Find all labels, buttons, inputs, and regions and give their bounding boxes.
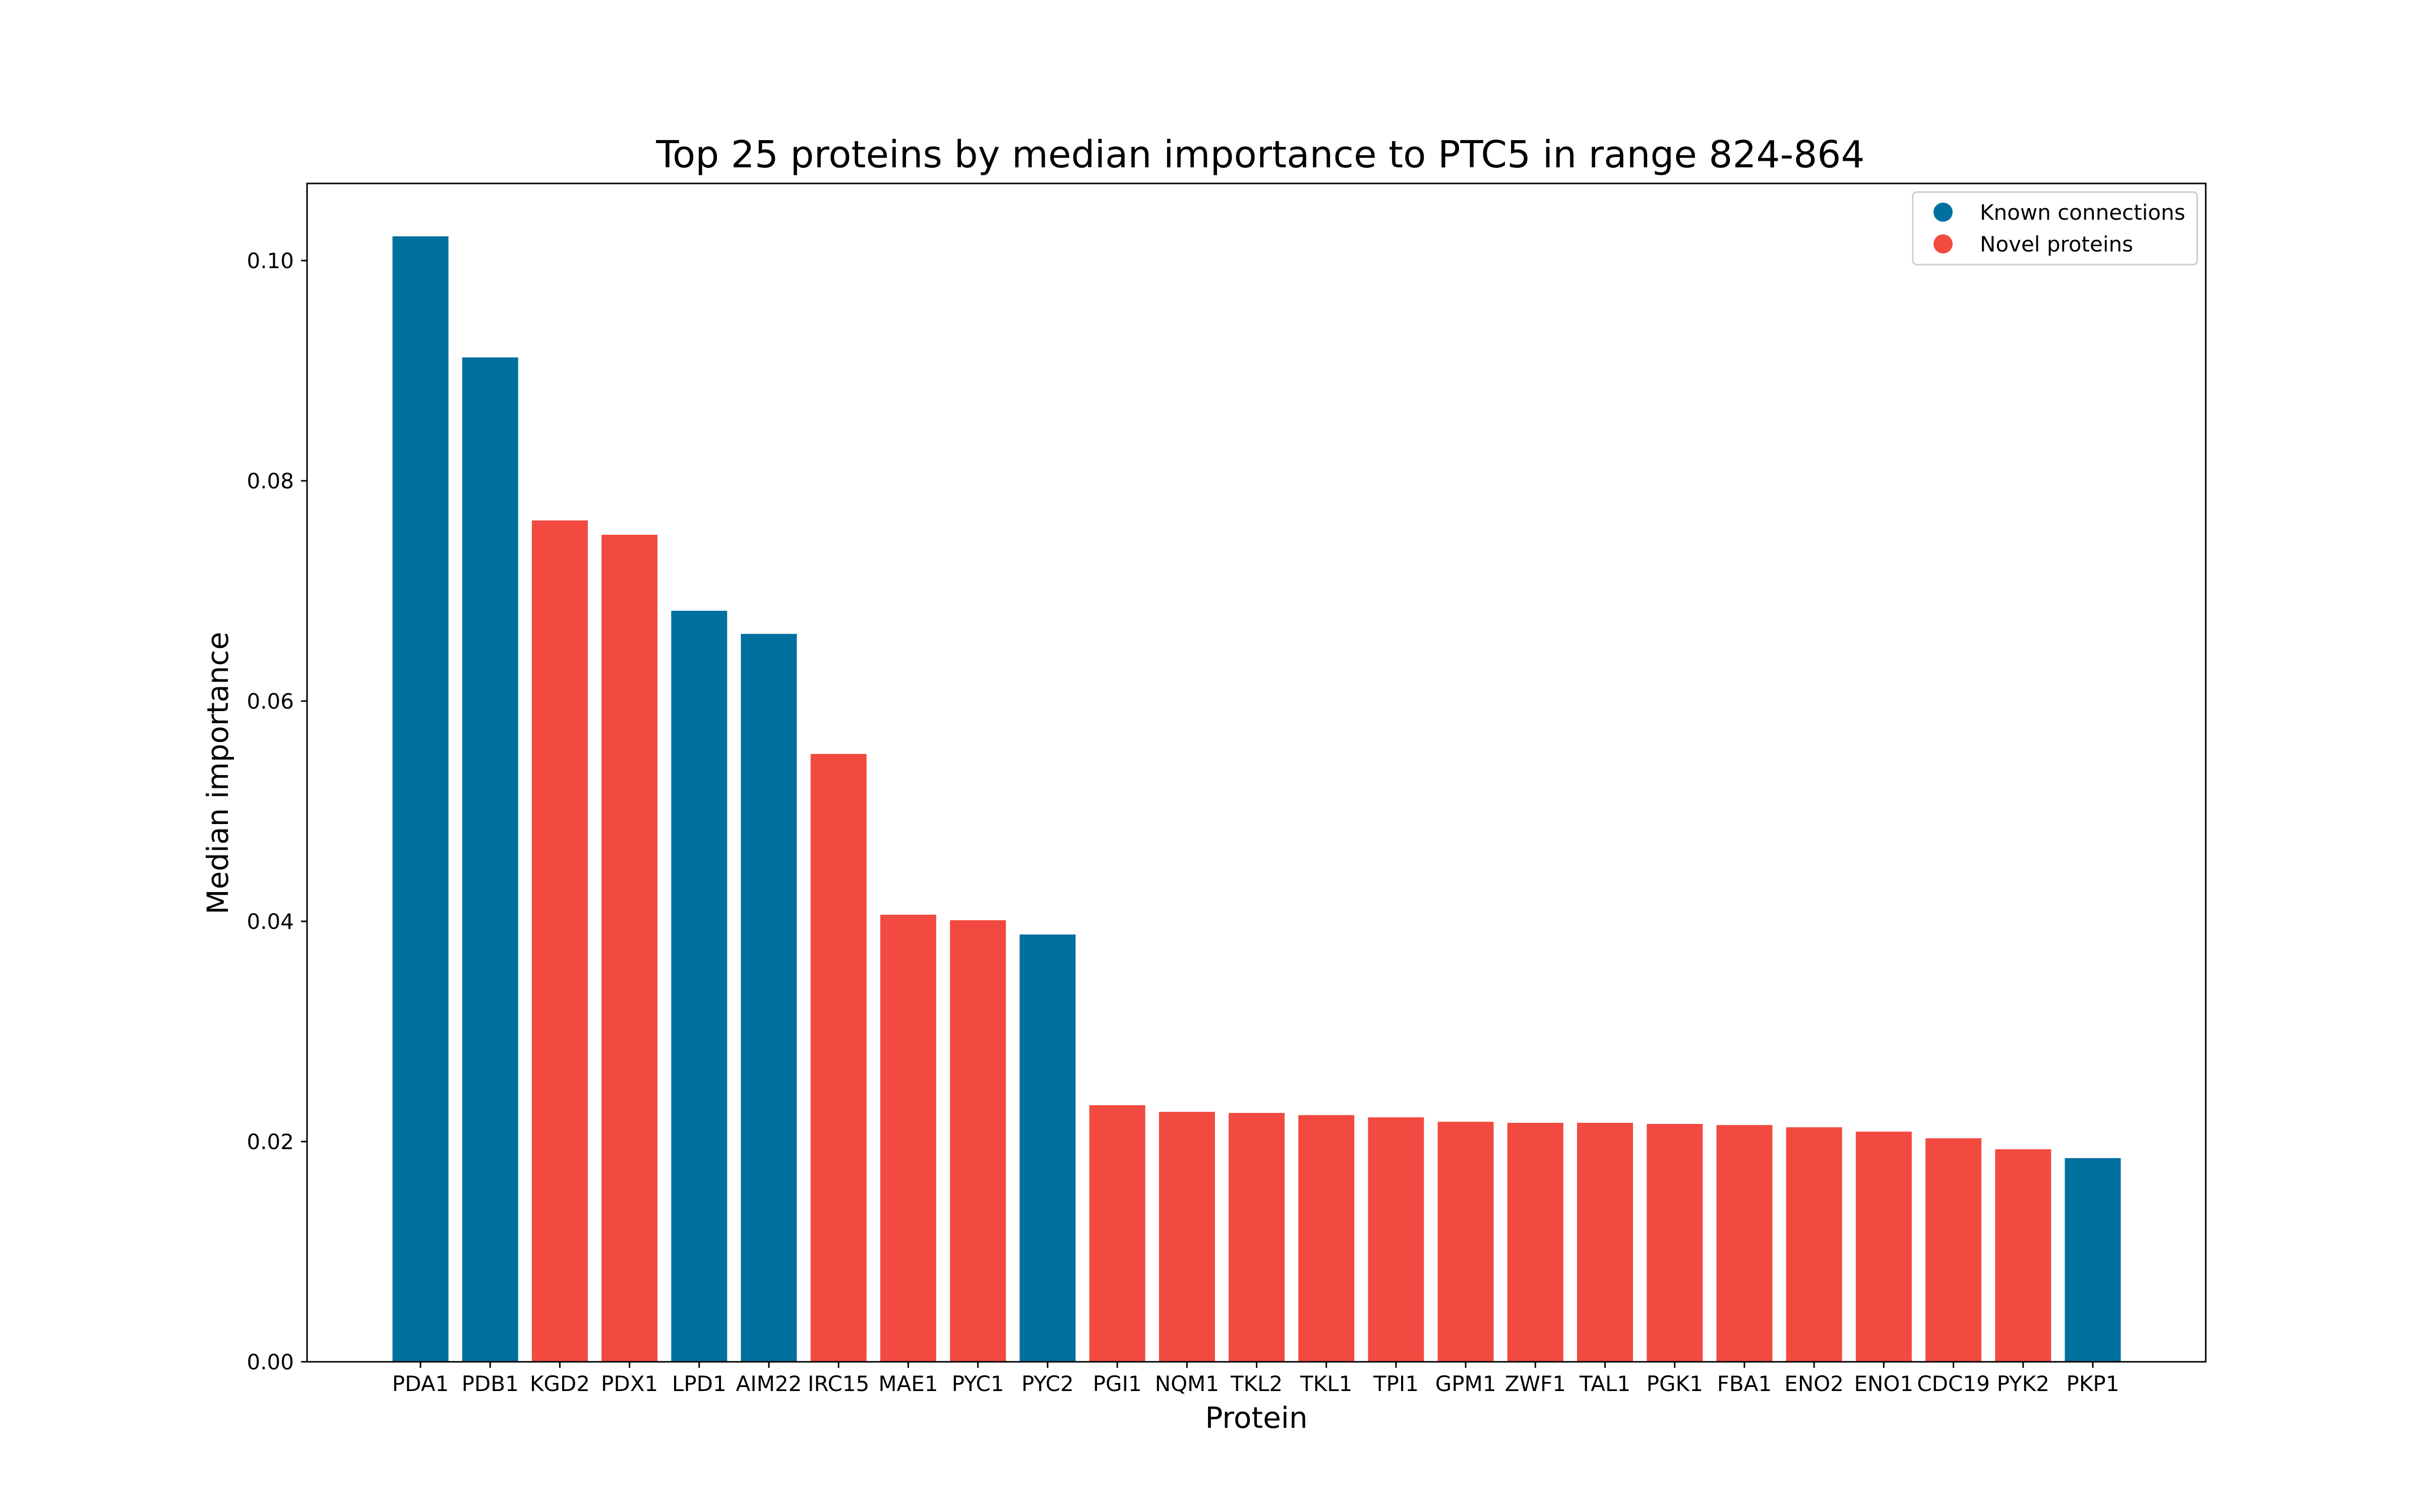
x-tick-label: ZWF1 [1505,1371,1566,1396]
x-tick-label: KGD2 [530,1371,590,1396]
x-tick-label: IRC15 [808,1371,869,1396]
y-tick-label: 0.00 [247,1350,294,1374]
bar-pyc2 [1019,934,1076,1362]
bar-pyk2 [1995,1149,2051,1362]
x-tick-label: FBA1 [1717,1371,1772,1396]
x-tick-label: PYK2 [1997,1371,2049,1396]
x-tick-label: TAL1 [1579,1371,1630,1396]
bar-pyc1 [950,920,1006,1362]
x-tick-label: PDA1 [392,1371,449,1396]
x-tick-label: PDB1 [462,1371,519,1396]
x-tick-label: CDC19 [1917,1371,1989,1396]
x-tick-label: LPD1 [672,1371,727,1396]
x-tick-label: AIM22 [736,1371,802,1396]
x-tick-label: PKP1 [2067,1371,2120,1396]
bar-pgk1 [1647,1124,1703,1362]
bar-aim22 [741,634,797,1362]
bar-pdx1 [601,535,658,1362]
legend-box [1912,191,2198,266]
y-axis-title: Median importance [201,632,235,915]
x-tick-label: TKL2 [1230,1371,1283,1396]
bar-cdc19 [1925,1138,1982,1362]
x-tick-label: GPM1 [1435,1371,1496,1396]
x-tick-label: ENO2 [1784,1371,1844,1396]
x-axis: PDA1 PDB1 KGD2 PDX1 LPD1 AIM22 IRC15 MAE1 PYC1 PY… [392,1362,2120,1396]
y-tick-label: 0.08 [247,469,294,493]
x-tick-label: PGK1 [1647,1371,1703,1396]
bar-lpd1 [671,610,728,1362]
legend: Known connections Novel proteins [1912,191,2198,266]
x-tick-label: PDX1 [601,1371,658,1396]
bars-group [392,236,2121,1362]
bar-fba1 [1716,1125,1773,1362]
x-axis-title: Protein [1205,1401,1307,1435]
bar-gpm1 [1437,1121,1494,1362]
x-tick-label: PYC1 [952,1371,1004,1396]
bar-tkl2 [1229,1113,1285,1362]
bar-eno1 [1855,1131,1912,1362]
bar-pda1 [392,236,449,1362]
bar-mae1 [880,914,936,1362]
bar-tal1 [1577,1122,1633,1362]
plot-frame [306,182,2207,1363]
y-tick-label: 0.04 [247,909,294,934]
bar-irc15 [810,753,867,1362]
x-tick-label: NQM1 [1155,1371,1219,1396]
legend-label-known: Known connections [1980,200,2185,225]
bar-pkp1 [2065,1158,2121,1362]
bar-zwf1 [1507,1122,1563,1362]
legend-marker-novel [1933,234,1953,254]
bar-kgd2 [531,520,588,1362]
x-tick-label: PGI1 [1093,1371,1142,1396]
bar-tpi1 [1368,1117,1424,1362]
bar-eno2 [1786,1127,1842,1362]
bar-pdb1 [462,357,518,1362]
bar-nqm1 [1159,1112,1215,1362]
y-tick-label: 0.02 [247,1129,294,1154]
x-tick-label: TPI1 [1373,1371,1419,1396]
x-tick-label: ENO1 [1854,1371,1914,1396]
x-tick-label: PYC2 [1021,1371,1074,1396]
bar-tkl1 [1298,1115,1355,1362]
y-tick-label: 0.10 [247,248,294,273]
legend-label-novel: Novel proteins [1980,232,2133,257]
y-axis: 0.00 0.02 0.04 0.06 0.08 0.10 [247,248,307,1374]
legend-marker-known [1933,203,1953,222]
x-tick-label: TKL1 [1300,1371,1352,1396]
x-tick-label: MAE1 [878,1371,938,1396]
bar-pgi1 [1089,1105,1145,1362]
y-tick-label: 0.06 [247,689,294,714]
chart-title: Top 25 proteins by median importance to … [655,133,1864,176]
